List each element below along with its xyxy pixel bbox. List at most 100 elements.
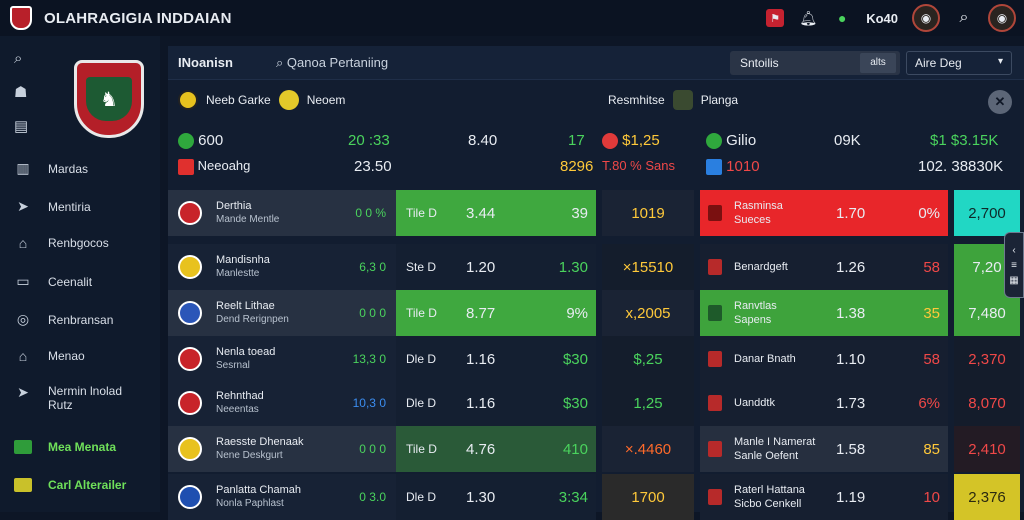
- main-header: INoanisn ⌕ Qanoa Pertaniing Sntoilis alts…: [168, 46, 1024, 80]
- odds-cell[interactable]: Tile D 4.76 410: [396, 426, 596, 472]
- sidebar-item-renbgocos[interactable]: ⌂ Renbgocos: [14, 235, 109, 251]
- home-icon: ⌂: [18, 348, 28, 364]
- odds-cell[interactable]: x,2005: [602, 290, 694, 336]
- team-cell[interactable]: Mandisnha Manlestte 6,3 0: [168, 244, 396, 290]
- notification-icon[interactable]: ●: [837, 10, 847, 26]
- page-title: INoanisn: [178, 55, 233, 70]
- sidebar-item-carl-alterailer[interactable]: Carl Alterailer: [14, 478, 126, 492]
- table-row[interactable]: Rehnthad Neeentas 10,3 0 Dle D 1.16 $30 1,25…: [168, 380, 1024, 426]
- team-cell[interactable]: Raterl Hattana Sicbo Cenkell 1.19 10: [700, 474, 948, 520]
- top-actions: ⚑ 🔔︎ ● Ko40 ◉ ⌕ ◉: [766, 2, 1016, 34]
- team-cell[interactable]: Manle I Namerat Sanle Oefent 1.58 85: [700, 426, 948, 472]
- table-row[interactable]: Panlatta Chamah Nonla Paphlast 0 3.0 Dle D…: [168, 474, 1024, 520]
- flag-icon[interactable]: ⚑: [766, 9, 785, 27]
- team-cell[interactable]: Panlatta Chamah Nonla Paphlast 0 3.0: [168, 474, 396, 520]
- odds-cell[interactable]: 2,370: [954, 336, 1020, 382]
- app-title: OLAHRAGIGIA INDDAIAN: [44, 9, 232, 27]
- team-cell[interactable]: Derthia Mande Mentle 0 0 %: [168, 190, 396, 236]
- filter-select[interactable]: Sntoilis alts: [730, 51, 900, 75]
- flag-icon: [178, 158, 194, 175]
- odds-cell[interactable]: 1,25: [602, 380, 694, 426]
- odds-cell[interactable]: 8,070: [954, 380, 1020, 426]
- monitor-icon: ▭: [16, 273, 30, 289]
- summary-value: 23.50: [354, 158, 392, 175]
- chevron-down-icon: ▾: [997, 56, 1003, 67]
- sidebar-item-ceenalit[interactable]: ▭ Ceenalit: [14, 273, 92, 290]
- chevron-icon: ‹: [1012, 244, 1016, 256]
- sidebar-item-mardas[interactable]: ▥ Mardas: [14, 160, 88, 177]
- odds-cell[interactable]: 2,410: [954, 426, 1020, 472]
- team-cell[interactable]: Benardgeft 1.26 58: [700, 244, 948, 290]
- odds-cell[interactable]: 2,376: [954, 474, 1020, 520]
- sidebar-item-nermin[interactable]: ➤ Nermin lnolad Rutz: [14, 384, 122, 412]
- search-icon[interactable]: ⌕: [959, 9, 969, 26]
- sidebar-item-mea-menata[interactable]: Mea Menata: [14, 440, 116, 454]
- flag-icon: [14, 440, 32, 454]
- search-input[interactable]: ⌕ Qanoa Pertaniing: [276, 55, 389, 70]
- team-logo-icon: [178, 391, 202, 415]
- summary-value: $1,25: [602, 132, 660, 150]
- target-icon: ◎: [16, 311, 30, 327]
- table-row[interactable]: Reelt Lithae Dend Rerignpen 0 0 0 Tile D 8.…: [168, 290, 1024, 336]
- summary-value: 600: [178, 132, 223, 150]
- sort-select[interactable]: Aire Deg ▾: [906, 51, 1012, 75]
- side-drawer-handle[interactable]: ‹ ≡ ▦: [1004, 232, 1024, 298]
- summary-value: 20 :33: [348, 132, 390, 149]
- odds-cell[interactable]: Tile D 3.44 39: [396, 190, 596, 236]
- avatar[interactable]: ◉: [912, 4, 940, 32]
- team-logo-icon: [178, 485, 202, 509]
- team-cell[interactable]: Nenla toead Sesrnal 13,3 0: [168, 336, 396, 382]
- home-icon: ⌂: [18, 235, 28, 251]
- table-row[interactable]: Derthia Mande Mentle 0 0 % Tile D 3.44 39 10…: [168, 190, 1024, 236]
- summary-value: 09K: [834, 132, 861, 149]
- team-cell[interactable]: Raesste Dhenaak Nene Deskgurt 0 0 0: [168, 426, 396, 472]
- brand-logo[interactable]: [10, 6, 32, 30]
- profile-avatar[interactable]: ◉: [988, 4, 1016, 32]
- team-cell[interactable]: Ranvtlas Sapens 1.38 35: [700, 290, 948, 336]
- calendar-icon[interactable]: ▤: [14, 118, 29, 135]
- odds-cell[interactable]: Dle D 1.16 $30: [396, 380, 596, 426]
- filter-sub-button[interactable]: alts: [860, 53, 896, 73]
- team-logo-icon: [178, 347, 202, 371]
- odds-cell[interactable]: 1019: [602, 190, 694, 236]
- team-cell[interactable]: Reelt Lithae Dend Rerignpen 0 0 0: [168, 290, 396, 336]
- match-teams-left: Neeb Garke Neoem: [178, 90, 345, 110]
- team-cell[interactable]: Rehnthad Neeentas 10,3 0: [168, 380, 396, 426]
- sidebar-item-menao[interactable]: ⌂ Menao: [14, 348, 85, 364]
- sidebar-item-renbransan[interactable]: ◎ Renbransan: [14, 311, 114, 328]
- search-icon[interactable]: ⌕: [14, 50, 23, 67]
- odds-cell[interactable]: ×.4460: [602, 426, 694, 472]
- team-flag-icon: [708, 351, 722, 367]
- table-row[interactable]: Mandisnha Manlestte 6,3 0 Ste D 1.20 1.30 ×1…: [168, 244, 1024, 290]
- team-flag-icon: [708, 305, 722, 321]
- summary-value: 8.40: [468, 132, 498, 149]
- table-row[interactable]: Nenla toead Sesrnal 13,3 0 Dle D 1.16 $30 $,…: [168, 336, 1024, 382]
- sidebar: ⌕ ☗ ▤ ♞ ▥ Mardas ➤ Mentiria ⌂ Renbgocos ▭ Ce…: [0, 36, 160, 512]
- odds-cell[interactable]: ×15510: [602, 244, 694, 290]
- sidebar-quick-icons: ⌕ ☗ ▤: [14, 50, 28, 135]
- odds-cell[interactable]: Dle D 1.16 $30: [396, 336, 596, 382]
- close-button[interactable]: ✕: [988, 90, 1012, 114]
- top-bar: OLAHRAGIGIA INDDAIAN ⚑ 🔔︎ ● Ko40 ◉ ⌕ ◉: [0, 0, 1024, 36]
- team-cell[interactable]: Danar Bnath 1.10 58: [700, 336, 948, 382]
- team-flag-icon: [708, 205, 722, 221]
- table-row[interactable]: Raesste Dhenaak Nene Deskgurt 0 0 0 Tile D…: [168, 426, 1024, 472]
- team-flag-icon: [708, 395, 722, 411]
- odds-cell[interactable]: Dle D 1.30 3:34: [396, 474, 596, 520]
- bell-icon[interactable]: 🔔︎: [799, 9, 818, 26]
- team-cell[interactable]: Uanddtk 1.73 6%: [700, 380, 948, 426]
- odds-cell[interactable]: Tile D 8.77 9%: [396, 290, 596, 336]
- coin-icon: [602, 133, 618, 150]
- main-panel: INoanisn ⌕ Qanoa Pertaniing Sntoilis alts…: [168, 46, 1024, 520]
- sidebar-item-mentiria[interactable]: ➤ Mentiria: [14, 198, 91, 215]
- odds-cell[interactable]: 2,700: [954, 190, 1020, 236]
- team-logo-icon: [178, 301, 202, 325]
- team-cell[interactable]: Rasminsa Sueces 1.70 0%: [700, 190, 948, 236]
- odds-cell[interactable]: $,25: [602, 336, 694, 382]
- lock-icon[interactable]: ☗: [14, 84, 28, 101]
- odds-cell[interactable]: Ste D 1.20 1.30: [396, 244, 596, 290]
- match-teams-right: Resmhitse Planga: [608, 90, 738, 110]
- team-badge-icon: [178, 90, 198, 110]
- odds-cell[interactable]: 1700: [602, 474, 694, 520]
- summary-value: 17: [568, 132, 585, 149]
